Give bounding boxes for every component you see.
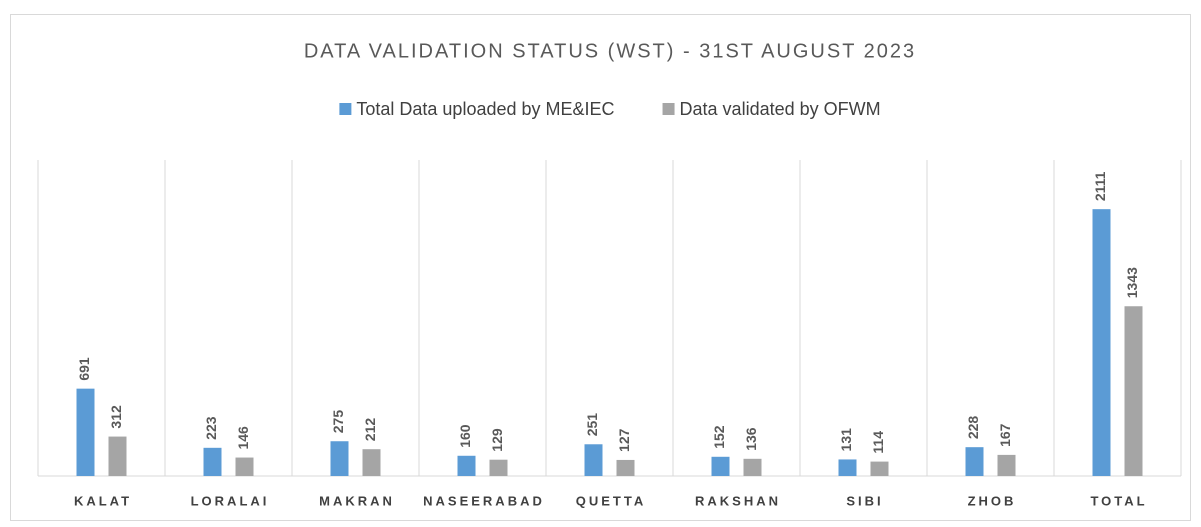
data-label: 691 — [76, 357, 92, 381]
bar — [489, 459, 508, 476]
bar — [1092, 209, 1111, 476]
x-tick-label: LORALAI — [191, 493, 270, 508]
bar — [76, 388, 95, 476]
legend-label: Data validated by OFWM — [680, 99, 881, 119]
bar — [108, 436, 127, 476]
legend-label: Total Data uploaded by ME&IEC — [356, 99, 614, 119]
bar — [330, 441, 349, 476]
data-label: 131 — [838, 428, 854, 452]
x-tick-label: KALAT — [74, 493, 132, 508]
x-tick-label: SIBI — [846, 493, 883, 508]
bar — [584, 444, 603, 476]
bar — [235, 457, 254, 476]
legend-swatch — [339, 103, 352, 115]
data-label: 146 — [235, 426, 251, 450]
data-label: 114 — [870, 431, 886, 454]
x-tick-label: RAKSHAN — [695, 493, 781, 508]
chart-title: DATA VALIDATION STATUS (WST) - 31ST AUGU… — [304, 40, 916, 62]
data-label: 127 — [616, 428, 632, 452]
data-label: 312 — [108, 405, 124, 429]
bar — [362, 449, 381, 476]
data-label: 167 — [997, 423, 1013, 447]
chart-frame — [10, 14, 1191, 521]
x-tick-label: QUETTA — [576, 493, 646, 508]
data-label: 251 — [584, 413, 600, 437]
data-label: 160 — [457, 424, 473, 448]
data-label: 136 — [743, 427, 759, 451]
x-tick-label: ZHOB — [968, 493, 1017, 508]
data-label: 212 — [362, 418, 378, 442]
data-label: 223 — [203, 416, 219, 440]
bar — [711, 456, 730, 476]
data-label: 152 — [711, 425, 727, 449]
bar — [965, 447, 984, 476]
bar — [457, 455, 476, 476]
bar — [870, 461, 889, 476]
x-tick-label: MAKRAN — [319, 493, 395, 508]
bar — [997, 454, 1016, 476]
x-tick-label: TOTAL — [1090, 493, 1147, 508]
legend-swatch — [662, 103, 675, 115]
bar — [616, 459, 635, 476]
data-label: 228 — [965, 416, 981, 440]
bar — [743, 458, 762, 476]
bar — [1124, 306, 1143, 476]
data-label: 275 — [330, 410, 346, 434]
bar — [838, 459, 857, 476]
data-label: 2111 — [1092, 171, 1108, 201]
x-tick-label: NASEERABAD — [423, 493, 545, 508]
data-label: 129 — [489, 428, 505, 452]
bar — [203, 447, 222, 476]
data-label: 1343 — [1124, 267, 1140, 298]
